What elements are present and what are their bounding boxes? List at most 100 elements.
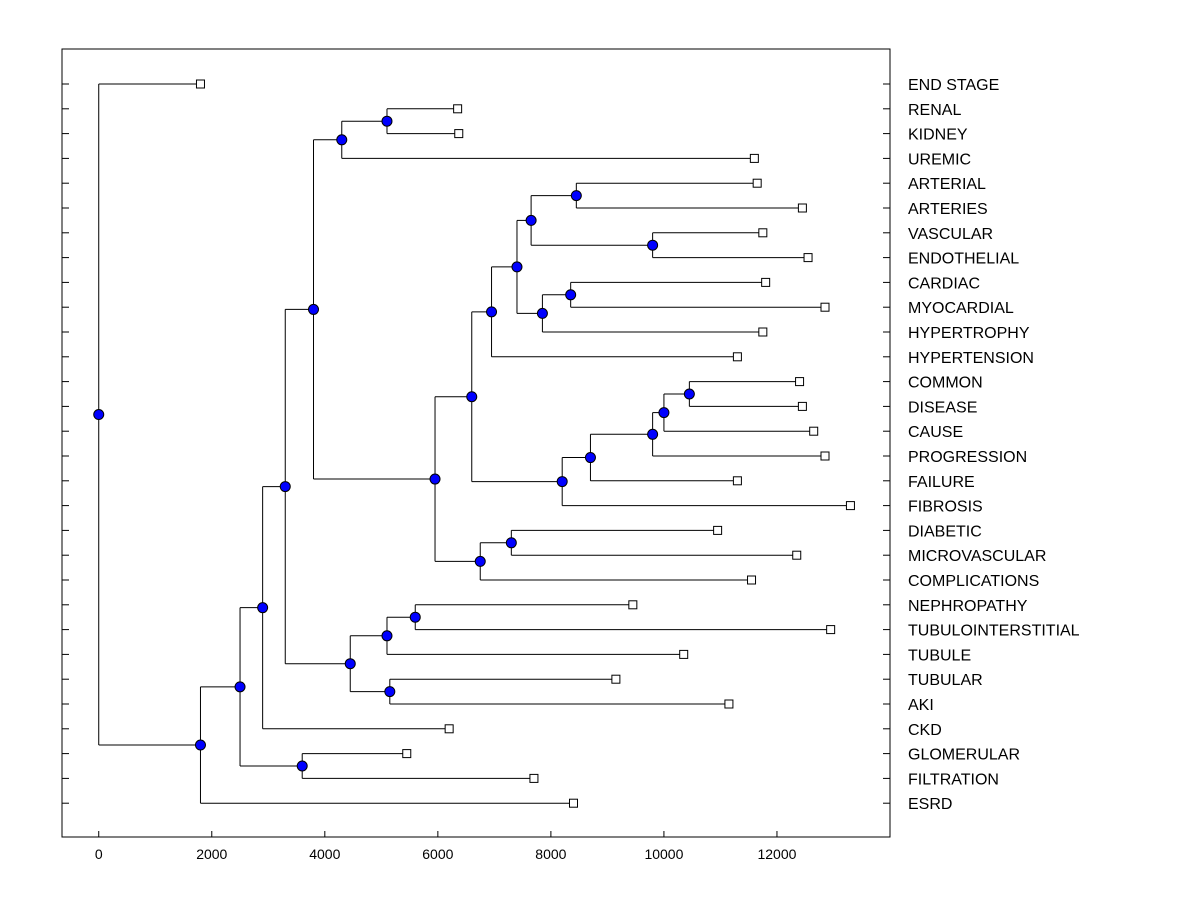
leaf-label: ESRD xyxy=(908,796,952,813)
leaf-marker xyxy=(820,302,830,312)
leaf-marker xyxy=(732,352,742,362)
x-axis: 0 2000 4000 6000 8000 10000 12000 xyxy=(95,831,797,862)
leaf-label: HYPERTROPHY xyxy=(908,325,1030,342)
leaf-marker xyxy=(749,153,759,163)
leaf-label: FAILURE xyxy=(908,474,975,491)
merge-node xyxy=(296,760,308,772)
right-tick-marks xyxy=(883,83,890,804)
leaf-label: GLOMERULAR xyxy=(908,747,1020,764)
leaf-label: CKD xyxy=(908,722,942,739)
leaf-marker xyxy=(809,426,819,436)
merge-nodes xyxy=(93,115,695,772)
leaf-label: COMPLICATIONS xyxy=(908,573,1039,590)
leaf-markers xyxy=(195,79,855,808)
x-tick-label: 4000 xyxy=(309,846,340,862)
leaf-marker xyxy=(820,451,830,461)
leaf-marker xyxy=(724,699,734,709)
leaf-marker xyxy=(568,798,578,808)
leaf-marker xyxy=(803,253,813,263)
leaf-marker xyxy=(797,401,807,411)
leaf-marker xyxy=(195,79,205,89)
leaf-marker xyxy=(402,749,412,759)
merge-node xyxy=(93,409,105,421)
merge-node xyxy=(344,658,356,670)
leaf-label: ARTERIAL xyxy=(908,176,986,193)
x-tick-label: 6000 xyxy=(422,846,453,862)
leaf-label: MICROVASCULAR xyxy=(908,548,1046,565)
x-tick-label: 12000 xyxy=(757,846,796,862)
leaf-marker xyxy=(758,228,768,238)
leaf-marker xyxy=(529,773,539,783)
x-tick-label: 8000 xyxy=(535,846,566,862)
leaf-marker xyxy=(611,674,621,684)
leaf-label: ARTERIES xyxy=(908,201,988,218)
merge-node xyxy=(683,388,695,400)
leaf-label: RENAL xyxy=(908,102,961,119)
leaf-label: DISEASE xyxy=(908,399,977,416)
leaf-marker xyxy=(845,501,855,511)
merge-node xyxy=(505,537,517,549)
merge-node xyxy=(556,476,568,488)
leaf-marker xyxy=(758,327,768,337)
leaf-marker xyxy=(761,277,771,287)
merge-node xyxy=(234,681,246,693)
x-tick-label: 10000 xyxy=(644,846,683,862)
leaf-marker xyxy=(444,724,454,734)
merge-node xyxy=(525,214,537,226)
merge-node xyxy=(466,391,478,403)
leaf-label: FILTRATION xyxy=(908,771,999,788)
leaf-marker xyxy=(679,649,689,659)
leaf-marker xyxy=(713,525,723,535)
leaf-marker xyxy=(628,600,638,610)
leaf-marker xyxy=(454,129,464,139)
leaf-label: COMMON xyxy=(908,375,983,392)
leaf-label: FIBROSIS xyxy=(908,499,983,516)
leaf-marker xyxy=(795,377,805,387)
leaf-label: NEPHROPATHY xyxy=(908,598,1028,615)
leaf-label: KIDNEY xyxy=(908,127,968,144)
leaf-label: PROGRESSION xyxy=(908,449,1027,466)
leaf-marker xyxy=(453,104,463,114)
leaf-label: DIABETIC xyxy=(908,523,982,540)
leaf-labels: END STAGE RENAL KIDNEY UREMIC ARTERIAL ARTERI… xyxy=(908,77,1080,813)
leaf-label: ENDOTHELIAL xyxy=(908,251,1019,268)
merge-node xyxy=(486,306,498,318)
merge-node xyxy=(336,134,348,146)
leaf-label: CARDIAC xyxy=(908,275,980,292)
leaf-label: CAUSE xyxy=(908,424,963,441)
merge-node xyxy=(584,452,596,464)
merge-node xyxy=(381,115,393,127)
merge-node xyxy=(474,555,486,567)
merge-node xyxy=(279,481,291,493)
merge-node xyxy=(570,190,582,202)
merge-node xyxy=(409,611,421,623)
merge-node xyxy=(308,303,320,315)
leaf-marker xyxy=(747,575,757,585)
leaf-label: AKI xyxy=(908,697,934,714)
x-tick-label: 0 xyxy=(95,846,103,862)
leaf-label: UREMIC xyxy=(908,151,971,168)
merge-node xyxy=(647,239,659,251)
leaf-label: TUBULOINTERSTITIAL xyxy=(908,623,1080,640)
merge-node xyxy=(194,739,206,751)
left-tick-marks xyxy=(62,83,69,804)
leaf-label: MYOCARDIAL xyxy=(908,300,1014,317)
leaf-marker xyxy=(826,625,836,635)
x-tick-label: 2000 xyxy=(196,846,227,862)
merge-node xyxy=(536,307,548,319)
merge-node xyxy=(381,630,393,642)
merge-node xyxy=(565,289,577,301)
merge-node xyxy=(384,686,396,698)
plot-frame xyxy=(61,48,891,838)
merge-node xyxy=(647,428,659,440)
leaf-marker xyxy=(792,550,802,560)
merge-node xyxy=(511,261,523,273)
leaf-label: TUBULAR xyxy=(908,672,983,689)
leaf-label: END STAGE xyxy=(908,77,999,94)
leaf-label: HYPERTENSION xyxy=(908,350,1034,367)
leaf-label: VASCULAR xyxy=(908,226,993,243)
merge-node xyxy=(429,473,441,485)
leaf-marker xyxy=(797,203,807,213)
merge-node xyxy=(257,602,269,614)
